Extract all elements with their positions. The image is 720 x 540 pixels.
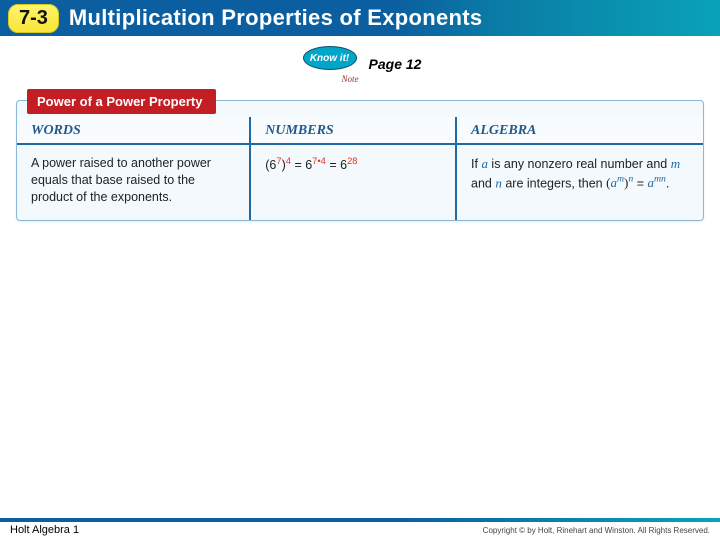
alg-eq: = <box>633 176 647 190</box>
num-pa: 7 <box>312 156 317 166</box>
col-header-numbers: NUMBERS <box>250 117 456 144</box>
table-header-row: WORDS NUMBERS ALGEBRA <box>17 117 703 144</box>
footer-copyright: Copyright © by Holt, Rinehart and Winsto… <box>483 522 710 535</box>
property-box: Power of a Power Property WORDS NUMBERS … <box>16 100 704 221</box>
num-outer-exp: 4 <box>286 156 291 166</box>
alg-prefix: If <box>471 157 481 171</box>
page-indicator-row: Know it! Note Page 12 <box>0 46 720 82</box>
page-number-label: Page 12 <box>369 56 422 72</box>
words-cell: A power raised to another power equals t… <box>17 144 250 220</box>
know-it-bubble: Know it! <box>303 46 357 70</box>
footer-bar: Holt Algebra 1 Copyright © by Holt, Rine… <box>0 518 720 540</box>
lesson-header: 7-3 Multiplication Properties of Exponen… <box>0 0 720 36</box>
alg-mid1: is any nonzero real number and <box>488 157 671 171</box>
alg-mid3: are integers, then <box>502 176 606 190</box>
algebra-cell: If a is any nonzero real number and m an… <box>456 144 703 220</box>
know-it-note: Note <box>342 74 359 84</box>
property-table: WORDS NUMBERS ALGEBRA A power raised to … <box>17 117 703 220</box>
lesson-number-badge: 7-3 <box>8 4 59 33</box>
numbers-cell: (67)4 = 67•4 = 628 <box>250 144 456 220</box>
col-header-words: WORDS <box>17 117 250 144</box>
table-body-row: A power raised to another power equals t… <box>17 144 703 220</box>
col-header-algebra: ALGEBRA <box>456 117 703 144</box>
know-it-icon: Know it! Note <box>299 46 361 82</box>
lesson-title: Multiplication Properties of Exponents <box>69 5 483 31</box>
alg-re: mn <box>654 174 666 185</box>
alg-period: . <box>666 176 669 190</box>
alg-li: m <box>617 174 624 185</box>
footer-left-text: Holt Algebra 1 <box>10 520 79 536</box>
property-title-tab: Power of a Power Property <box>27 89 216 114</box>
alg-mid2: and <box>471 176 495 190</box>
num-pb: 4 <box>321 156 326 166</box>
alg-m: m <box>671 156 680 171</box>
num-inner-exp: 7 <box>276 156 281 166</box>
num-result: 28 <box>347 156 357 166</box>
